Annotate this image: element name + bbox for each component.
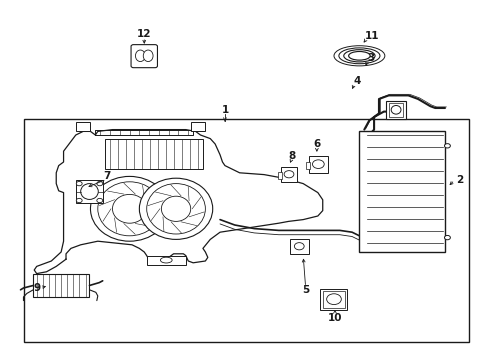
Ellipse shape	[90, 176, 168, 241]
Bar	[388, 103, 403, 117]
Ellipse shape	[143, 50, 153, 62]
Ellipse shape	[326, 294, 341, 305]
Bar	[105, 139, 203, 169]
Ellipse shape	[76, 181, 82, 186]
Bar	[190, 122, 205, 131]
Text: 6: 6	[313, 139, 320, 149]
Text: 7: 7	[102, 171, 110, 181]
Ellipse shape	[139, 178, 212, 239]
Ellipse shape	[146, 184, 205, 234]
Bar	[33, 274, 89, 297]
Ellipse shape	[160, 257, 172, 263]
Bar	[146, 256, 185, 265]
Text: 2: 2	[455, 175, 462, 185]
Ellipse shape	[97, 198, 102, 203]
Bar	[359, 131, 444, 252]
Ellipse shape	[98, 182, 161, 236]
Ellipse shape	[444, 235, 449, 240]
Text: 11: 11	[364, 31, 378, 41]
Bar	[322, 291, 344, 308]
Ellipse shape	[444, 144, 449, 148]
Ellipse shape	[294, 243, 304, 250]
Bar	[320, 289, 346, 310]
Ellipse shape	[81, 184, 98, 199]
Bar	[280, 167, 297, 182]
Ellipse shape	[112, 194, 146, 223]
Ellipse shape	[284, 171, 293, 178]
Bar	[289, 239, 308, 254]
Ellipse shape	[97, 181, 102, 186]
Text: 4: 4	[352, 76, 360, 86]
Text: 3: 3	[366, 53, 373, 63]
Bar	[308, 156, 327, 173]
Bar	[277, 172, 281, 179]
FancyBboxPatch shape	[131, 45, 157, 68]
Text: 5: 5	[302, 285, 308, 295]
Text: 10: 10	[327, 312, 342, 323]
Ellipse shape	[312, 160, 324, 168]
Ellipse shape	[161, 196, 190, 221]
Text: 9: 9	[33, 283, 40, 293]
Ellipse shape	[76, 198, 82, 203]
Text: 8: 8	[288, 150, 295, 161]
Text: 1: 1	[221, 105, 228, 115]
Bar	[76, 122, 90, 131]
Ellipse shape	[135, 50, 145, 62]
Bar	[386, 101, 405, 119]
Bar	[76, 180, 102, 203]
Text: 12: 12	[137, 29, 151, 39]
Bar	[24, 119, 468, 342]
Bar	[305, 162, 309, 169]
Ellipse shape	[390, 105, 400, 114]
